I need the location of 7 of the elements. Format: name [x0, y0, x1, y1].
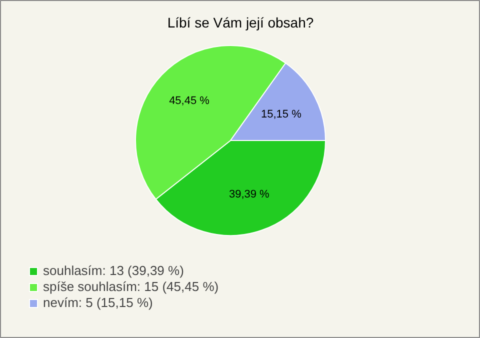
- legend-label: souhlasím: 13 (39,39 %): [43, 263, 184, 278]
- data-label: 39,39 %: [228, 188, 270, 200]
- data-label: 15,15 %: [260, 108, 302, 120]
- data-label: 45,45 %: [169, 95, 210, 108]
- legend-label: nevím: 5 (15,15 %): [43, 295, 153, 310]
- legend-label: spíše souhlasím: 15 (45,45 %): [43, 279, 219, 294]
- chart-title: Líbí se Vám její obsah?: [167, 14, 314, 30]
